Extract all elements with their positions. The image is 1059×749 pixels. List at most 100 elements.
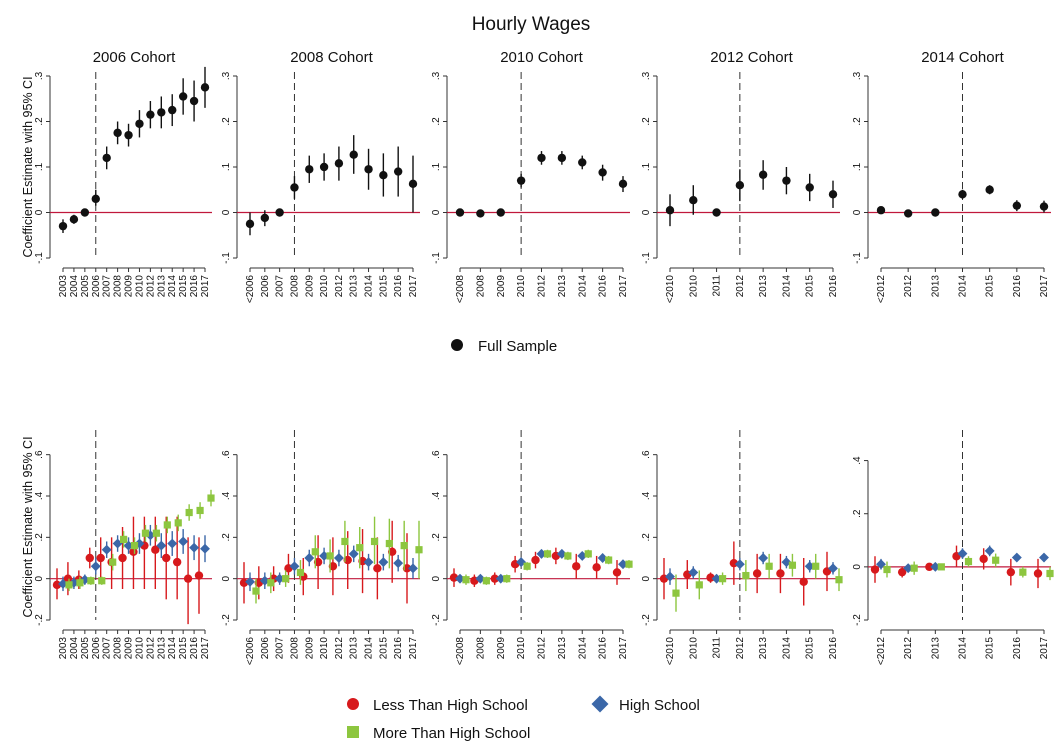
y-tick-label: .2 [221,533,232,542]
x-tick-label: 2017 [618,275,629,298]
point-mths [87,577,95,585]
point-full [200,83,210,92]
point-full [379,170,388,180]
point-full [805,183,814,192]
point-mths [196,506,204,515]
y-tick-label: .4 [34,491,45,500]
x-tick-label: 2005 [80,637,91,660]
x-tick-label: 2010 [516,637,527,660]
panel-bottom-4: -.2 0 .2 .4 <2012 2012 2013 2014 2015 2016 2017 [852,430,1054,665]
point-lths [358,556,367,566]
x-tick-label: 2006 [260,637,271,660]
x-tick-label: 2014 [364,637,375,660]
point-hs [101,544,112,555]
x-tick-label: <2010 [665,637,676,666]
y-tick-label: 0 [431,209,442,215]
point-lths [592,563,601,572]
legend-mths-marker [347,726,359,738]
y-tick-label: .2 [641,117,652,126]
x-tick-label: 2009 [304,275,315,298]
point-lths [897,567,907,577]
y-tick-label: .1 [221,162,232,171]
point-hs [378,557,389,568]
y-tick-label: .2 [852,117,863,126]
y-axis-label: Coefficient Estimate with 95% CI [21,76,35,257]
point-full [903,209,913,218]
x-tick-label: 2003 [58,637,69,660]
x-tick-label: 2015 [378,637,389,660]
x-tick-label: 2008 [113,637,124,660]
point-mths [564,552,572,560]
point-hs [758,553,769,563]
point-mths [992,556,1000,564]
point-lths [129,547,138,556]
x-tick-label: 2013 [758,275,769,298]
x-tick-label: 2012 [537,637,548,660]
y-tick-label: .2 [852,509,863,518]
point-hs [289,561,300,572]
x-tick-label: 2005 [80,275,91,298]
point-full [275,208,284,217]
point-mths [523,562,531,570]
y-tick-label: .2 [641,533,652,542]
point-full [735,181,745,190]
point-hs [957,548,968,559]
point-hs [156,540,167,551]
y-tick-label: .3 [221,71,232,80]
point-full [537,153,546,163]
x-tick-label: 2012 [735,275,746,298]
x-tick-label: 2011 [712,637,723,659]
point-mths [482,577,490,585]
x-tick-label: 2014 [781,275,792,298]
point-lths [63,574,73,583]
point-lths [799,577,808,586]
point-lths [870,565,880,574]
x-tick-label: 2014 [958,637,969,660]
x-tick-label: 2007 [102,275,113,298]
y-tick-label: .1 [34,162,45,171]
point-hs [333,553,344,563]
point-hs [688,567,699,578]
point-hs [1039,552,1049,563]
point-mths [1019,568,1027,576]
point-lths [387,547,397,556]
x-tick-label: 2016 [1012,637,1023,660]
point-lths [162,553,171,563]
point-full [113,128,122,138]
point-lths [572,562,581,571]
x-tick-label: 2017 [200,637,211,660]
point-full [334,159,344,168]
point-full [958,190,967,199]
point-hs [90,561,101,572]
point-lths [85,553,94,563]
y-tick-label: .2 [431,117,442,126]
point-lths [706,573,715,582]
x-tick-label: 2012 [903,275,914,298]
y-tick-label: .4 [221,491,232,500]
point-lths [612,568,622,577]
y-tick-label: .3 [34,71,45,80]
point-full [689,196,698,205]
x-tick-label: 2011 [712,275,723,297]
x-tick-label: 2012 [334,637,345,660]
point-mths [462,576,470,584]
point-mths [835,576,843,584]
legend-full-label: Full Sample [478,338,557,355]
point-full [245,219,255,229]
x-tick-label: 2008 [475,275,486,298]
point-mths [415,546,423,554]
point-full [305,165,314,174]
point-lths [373,564,382,573]
y-tick-label: .1 [431,162,442,171]
point-full [80,208,90,217]
point-mths [584,550,592,558]
x-tick-label: 2014 [167,637,178,660]
point-full [124,130,133,140]
x-tick-label: 2012 [334,275,345,298]
x-tick-label: 2017 [1039,637,1050,660]
panel-top-3: 2012 Cohort -.1 0 .1 .2 .3 <2010 2010 2011 2012 20… [641,49,840,303]
x-tick-label: 2015 [805,275,816,298]
x-tick-label: 2013 [557,637,568,660]
point-full [290,183,299,192]
x-tick-label: 2012 [537,275,548,298]
